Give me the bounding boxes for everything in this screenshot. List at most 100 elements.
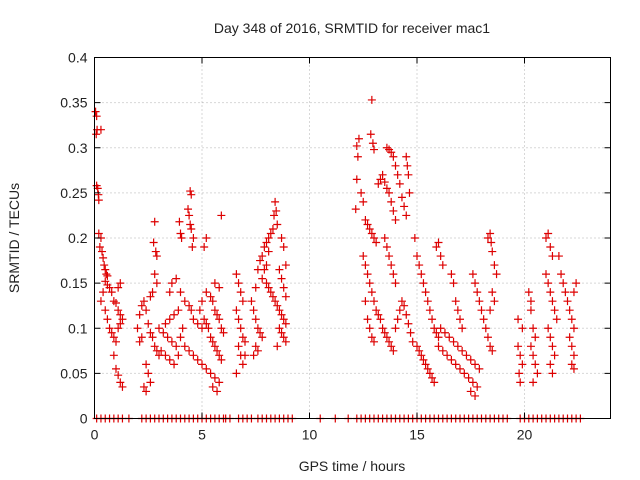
chart-title: Day 348 of 2016, SRMTID for receiver mac… xyxy=(214,20,490,36)
data-point xyxy=(186,220,195,229)
data-point xyxy=(417,351,426,360)
data-point xyxy=(526,297,535,306)
data-point xyxy=(567,360,576,369)
data-point xyxy=(273,220,282,229)
data-point xyxy=(368,139,377,148)
data-point xyxy=(428,373,437,382)
y-tick-label: 0.15 xyxy=(60,275,87,291)
data-point xyxy=(361,297,370,306)
data-point xyxy=(167,279,176,288)
data-point xyxy=(567,342,576,351)
data-point xyxy=(165,355,174,364)
data-point xyxy=(376,175,385,184)
data-point xyxy=(430,378,439,387)
data-point xyxy=(569,364,578,373)
data-point xyxy=(415,346,424,355)
data-point xyxy=(208,297,217,306)
data-point xyxy=(544,324,553,333)
data-point xyxy=(176,229,185,238)
data-point xyxy=(438,261,447,270)
data-point xyxy=(372,238,381,247)
data-point xyxy=(477,306,486,315)
data-point xyxy=(471,360,480,369)
data-point xyxy=(404,319,413,328)
data-point xyxy=(395,179,404,188)
data-point xyxy=(361,215,370,224)
data-point xyxy=(451,360,460,369)
data-point xyxy=(135,337,144,346)
y-tick-label: 0.35 xyxy=(60,95,87,111)
data-point xyxy=(213,310,222,319)
data-point xyxy=(101,277,110,286)
data-point xyxy=(385,252,394,261)
data-point xyxy=(176,333,185,342)
data-point xyxy=(238,333,247,342)
data-point xyxy=(486,342,495,351)
data-point xyxy=(438,346,447,355)
data-point xyxy=(563,297,572,306)
data-point xyxy=(370,337,378,346)
data-point xyxy=(486,306,495,315)
data-point xyxy=(434,238,443,247)
data-point xyxy=(372,306,381,315)
x-axis-title: GPS time / hours xyxy=(299,458,406,474)
data-point xyxy=(202,288,211,297)
data-point xyxy=(434,342,443,351)
data-point xyxy=(103,271,112,280)
data-point xyxy=(432,243,441,252)
data-point xyxy=(150,270,159,279)
data-point xyxy=(473,382,482,391)
axis-ticks: 0 0.05 0.1 0.15 0.2 0.25 0.3 0.35 0.4 0 5 10 15 20 xyxy=(60,50,611,443)
data-point xyxy=(234,315,243,324)
data-point xyxy=(109,297,118,306)
data-point xyxy=(247,297,256,306)
data-point xyxy=(112,364,120,373)
data-point xyxy=(172,274,181,283)
data-point xyxy=(215,351,224,360)
data-point xyxy=(102,270,111,279)
data-point xyxy=(475,297,484,306)
data-point xyxy=(107,328,116,337)
data-point xyxy=(266,288,275,297)
data-point xyxy=(391,161,400,170)
data-point xyxy=(206,292,215,301)
data-point xyxy=(281,319,290,328)
data-point xyxy=(569,288,578,297)
data-point xyxy=(526,342,535,351)
data-point xyxy=(391,279,400,288)
data-point xyxy=(238,297,247,306)
data-point xyxy=(462,351,471,360)
data-point xyxy=(174,351,183,360)
data-point xyxy=(185,301,194,310)
data-point xyxy=(150,342,159,351)
data-point xyxy=(208,382,217,391)
data-point xyxy=(236,324,245,333)
data-point xyxy=(370,145,378,154)
data-point xyxy=(189,234,198,242)
data-point xyxy=(410,234,419,242)
data-point xyxy=(468,270,477,279)
data-point xyxy=(357,188,366,197)
y-tick-label: 0.25 xyxy=(60,185,87,201)
data-point xyxy=(367,229,376,238)
data-point xyxy=(94,229,103,238)
data-point xyxy=(262,238,271,247)
data-point xyxy=(382,333,391,342)
data-point xyxy=(215,283,224,292)
data-point xyxy=(137,301,146,310)
data-point xyxy=(272,206,281,215)
data-point xyxy=(380,178,389,187)
data-point xyxy=(380,234,389,242)
data-point xyxy=(526,306,535,315)
data-point xyxy=(466,387,475,396)
data-point xyxy=(436,252,445,261)
data-point xyxy=(114,324,123,333)
data-point xyxy=(443,351,452,360)
data-point xyxy=(279,315,288,324)
data-point xyxy=(471,279,480,288)
data-point xyxy=(213,387,222,396)
data-point xyxy=(403,161,412,170)
data-point xyxy=(98,247,107,256)
data-point xyxy=(92,130,101,139)
data-point xyxy=(206,369,215,378)
